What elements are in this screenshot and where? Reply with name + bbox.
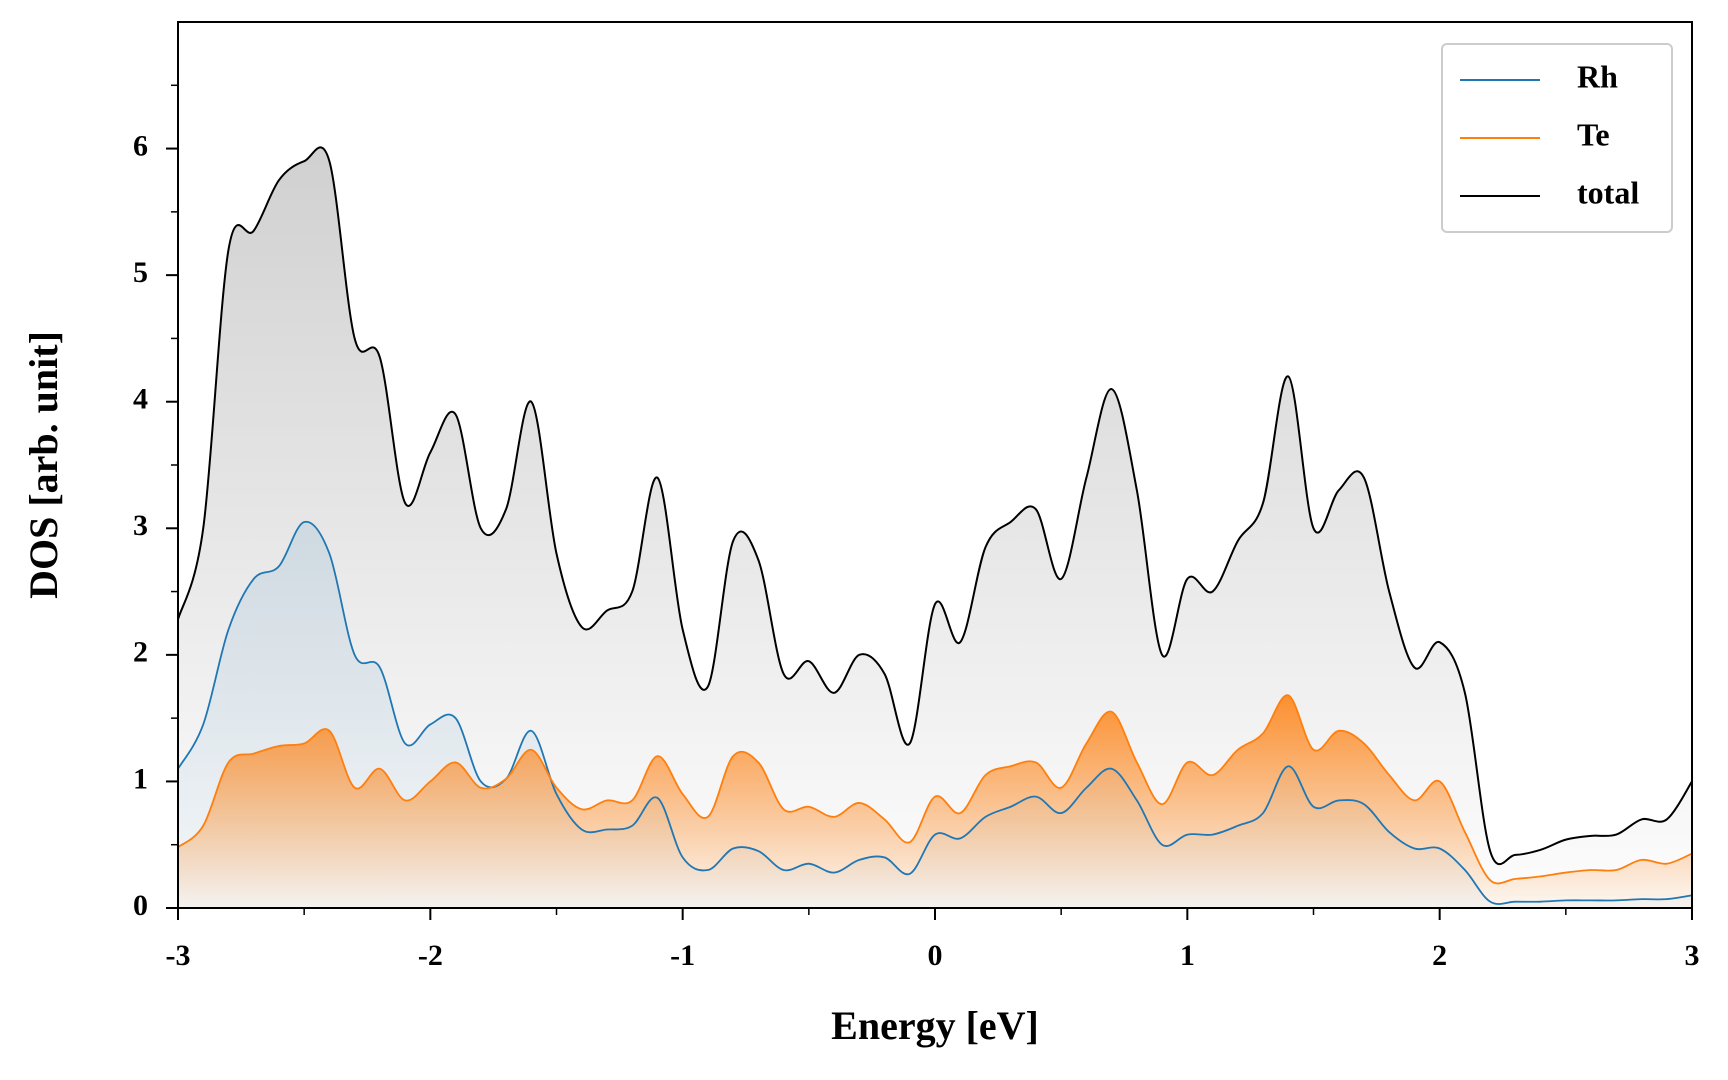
- y-tick-label: 6: [133, 129, 148, 162]
- y-tick-label: 3: [133, 509, 148, 542]
- y-tick-label: 2: [133, 636, 148, 669]
- series-line: [177, 694, 1693, 885]
- series-line: [177, 146, 1693, 866]
- y-tick-label: 1: [133, 762, 148, 795]
- x-tick-label: -2: [418, 939, 443, 972]
- y-axis-label: DOS [arb. unit]: [21, 331, 66, 599]
- x-tick-label: 1: [1180, 939, 1195, 972]
- y-tick-label: 0: [133, 889, 148, 922]
- area-fill: [178, 695, 1692, 908]
- x-tick-label: 2: [1432, 939, 1447, 972]
- legend-label: total: [1577, 174, 1639, 210]
- fills: [178, 147, 1692, 909]
- legend-label: Te: [1577, 116, 1610, 152]
- lines: [177, 146, 1693, 905]
- area-fill: [178, 147, 1692, 909]
- y-tick-label: 5: [133, 256, 148, 289]
- x-axis-label: Energy [eV]: [831, 1003, 1039, 1048]
- legend-label: Rh: [1577, 58, 1618, 94]
- x-tick-label: -3: [166, 939, 191, 972]
- x-tick-label: -1: [670, 939, 695, 972]
- series-line: [177, 520, 1693, 905]
- x-tick-label: 3: [1685, 939, 1700, 972]
- x-tick-label: 0: [928, 939, 943, 972]
- legend-box: [1441, 43, 1673, 233]
- y-tick-label: 4: [133, 383, 148, 416]
